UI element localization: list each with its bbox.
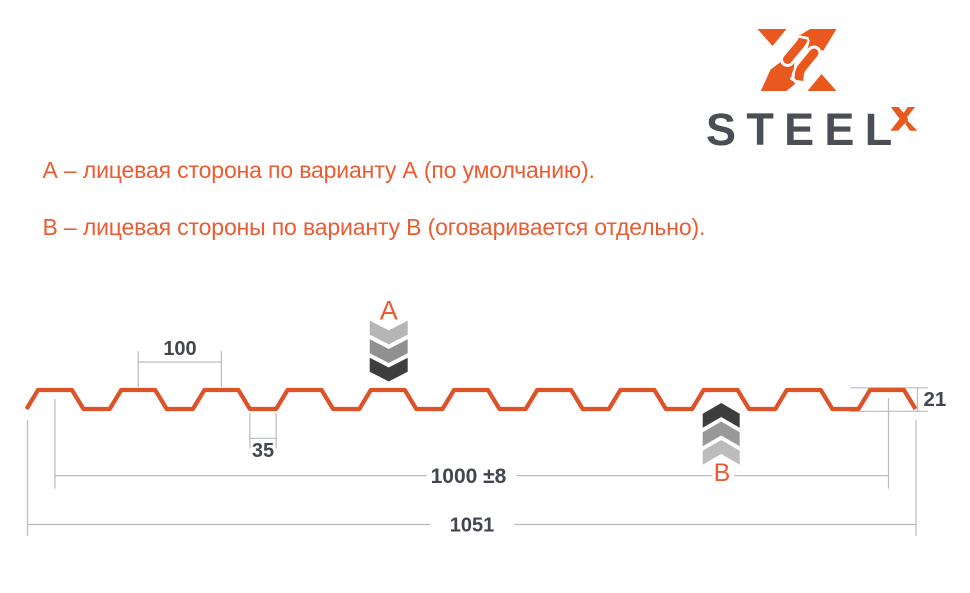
- svg-text:1000 ±8: 1000 ±8: [431, 465, 507, 488]
- svg-text:В: В: [714, 459, 731, 487]
- svg-text:21: 21: [924, 388, 947, 411]
- svg-text:1051: 1051: [450, 515, 495, 537]
- svg-text:100: 100: [163, 338, 196, 360]
- svg-text:35: 35: [252, 440, 274, 462]
- svg-text:А: А: [380, 296, 398, 326]
